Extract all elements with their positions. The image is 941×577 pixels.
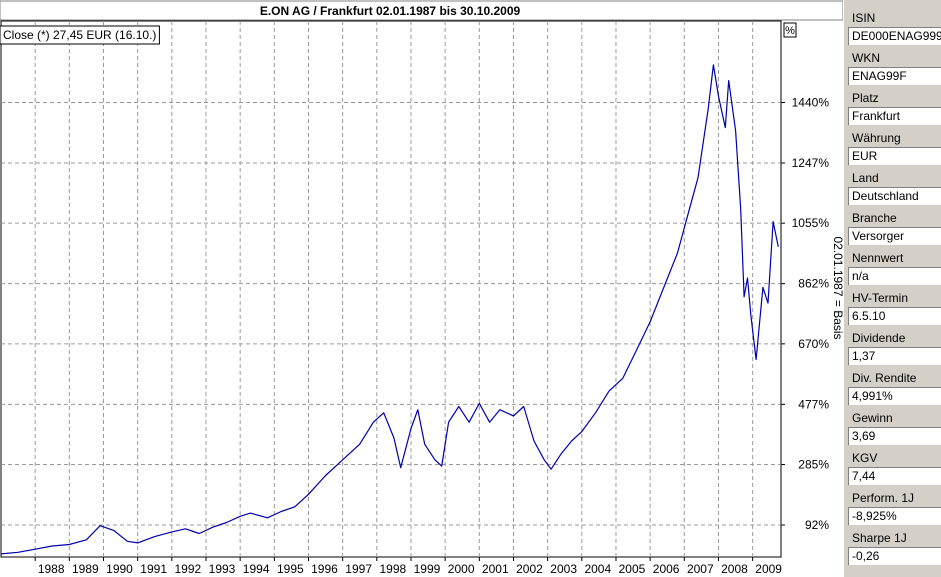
x-tick-label: 2008: [721, 562, 748, 576]
x-tick-label: 2002: [516, 562, 543, 576]
x-tick-label: 1989: [72, 562, 99, 576]
chart-title: E.ON AG / Frankfurt 02.01.1987 bis 30.10…: [260, 4, 521, 18]
info-value: -8,925%: [848, 507, 941, 525]
info-label: Nennwert: [848, 250, 941, 267]
info-value: 4,991%: [848, 387, 941, 405]
legend-box: [0, 25, 160, 45]
unit-box: [783, 22, 797, 38]
info-value: 6.5.10: [848, 307, 941, 325]
y-tick-label: 477%: [798, 397, 829, 411]
x-tick-label: 1996: [311, 562, 338, 576]
info-value: n/a: [848, 267, 941, 285]
y-unit-label: %: [785, 25, 795, 37]
title-bar: [0, 0, 843, 21]
legend-label: Close (*) 27,45 EUR (16.10.): [3, 28, 156, 42]
info-label: Land: [848, 170, 941, 187]
y-tick-label: 92%: [805, 518, 829, 532]
x-tick-label: 1988: [38, 562, 65, 576]
info-label: Platz: [848, 90, 941, 107]
info-value: 1,37: [848, 347, 941, 365]
info-value: ENAG99F: [848, 67, 941, 85]
x-tick-label: 1991: [140, 562, 167, 576]
info-label: KGV: [848, 450, 941, 467]
info-label: Dividende: [848, 330, 941, 347]
x-tick-label: 1997: [345, 562, 372, 576]
info-label: Div. Rendite: [848, 370, 941, 387]
info-label: Sharpe 1J: [848, 530, 941, 547]
x-tick-label: 1990: [106, 562, 133, 576]
info-label: WKN: [848, 50, 941, 67]
info-label: HV-Termin: [848, 290, 941, 307]
y-tick-label: 670%: [798, 337, 829, 351]
x-tick-label: 2004: [584, 562, 611, 576]
x-tick-label: 2007: [687, 562, 714, 576]
info-value: -0,26: [848, 547, 941, 565]
info-value: EUR: [848, 147, 941, 165]
x-tick-label: 2006: [653, 562, 680, 576]
info-label: ISIN: [848, 10, 941, 27]
info-sidebar: ISIN DE000ENAG999 WKN ENAG99F Platz Frankfurt…: [844, 0, 941, 577]
info-label: Perform. 1J: [848, 490, 941, 507]
y-tick-label: 1440%: [792, 95, 830, 109]
x-tick-label: 1999: [414, 562, 441, 576]
info-label: Gewinn: [848, 410, 941, 427]
x-tick-label: 2003: [550, 562, 577, 576]
series-line-close: [0, 64, 779, 555]
x-tick-label: 1998: [379, 562, 406, 576]
x-tick-label: 2000: [448, 562, 475, 576]
y-tick-label: 1247%: [792, 156, 830, 170]
x-tick-label: 1993: [209, 562, 236, 576]
info-label: Währung: [848, 130, 941, 147]
chart-area: E.ON AG / Frankfurt 02.01.1987 bis 30.10…: [0, 0, 843, 576]
info-value: DE000ENAG999: [848, 27, 941, 45]
info-value: Deutschland: [848, 187, 941, 205]
y-tick-label: 1055%: [792, 216, 830, 230]
y-axis-caption: 02.01.1987 = Basis: [831, 236, 843, 339]
x-tick-label: 2009: [755, 562, 782, 576]
y-tick-label: 285%: [798, 458, 829, 472]
info-label: Branche: [848, 210, 941, 227]
plot-frame: [0, 20, 782, 558]
info-value: Versorger: [848, 227, 941, 245]
price-chart: E.ON AG / Frankfurt 02.01.1987 bis 30.10…: [0, 0, 843, 576]
x-tick-label: 1994: [243, 562, 270, 576]
x-tick-label: 1995: [277, 562, 304, 576]
info-value: Frankfurt: [848, 107, 941, 125]
x-tick-label: 2005: [619, 562, 646, 576]
y-tick-label: 862%: [798, 277, 829, 291]
x-tick-label: 2001: [482, 562, 509, 576]
info-value: 7,44: [848, 467, 941, 485]
info-value: 3,69: [848, 427, 941, 445]
x-tick-label: 1992: [174, 562, 201, 576]
